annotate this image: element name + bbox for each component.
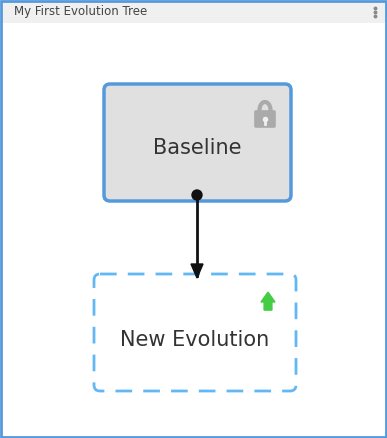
FancyBboxPatch shape	[1, 1, 386, 23]
Polygon shape	[261, 292, 275, 310]
FancyBboxPatch shape	[255, 111, 275, 127]
Text: My First Evolution Tree: My First Evolution Tree	[14, 6, 147, 18]
Text: New Evolution: New Evolution	[120, 331, 270, 350]
FancyBboxPatch shape	[94, 274, 296, 391]
Text: Baseline: Baseline	[153, 138, 242, 159]
FancyBboxPatch shape	[104, 84, 291, 201]
Circle shape	[192, 190, 202, 200]
Polygon shape	[191, 264, 203, 278]
